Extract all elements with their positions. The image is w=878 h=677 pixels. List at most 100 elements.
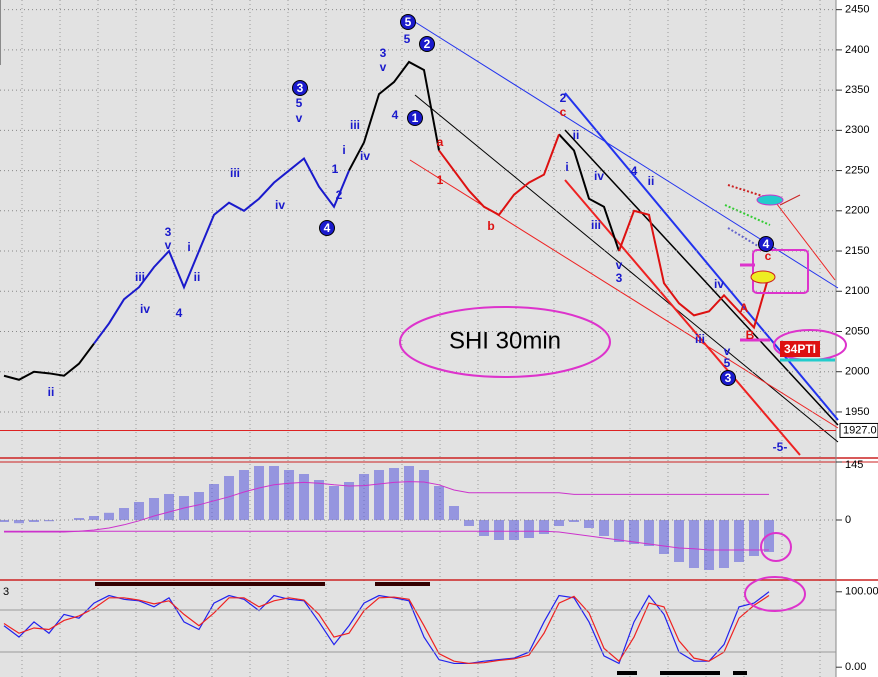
y-tick-label: 2250 — [845, 164, 869, 176]
wave-label: b — [487, 219, 494, 233]
histogram-bar — [254, 466, 264, 520]
wave-label: v — [165, 238, 172, 252]
trend-line — [779, 194, 801, 206]
wave-label: iv — [594, 169, 604, 183]
last-price-label: 1927.0 — [843, 424, 877, 436]
histogram-bar — [314, 480, 324, 520]
signal-bar — [733, 671, 747, 675]
wave-label: 2 — [336, 188, 343, 202]
histogram-bar — [164, 494, 174, 520]
histogram-bar — [659, 520, 669, 554]
wave-label: iii — [135, 270, 145, 284]
histogram-bar — [134, 502, 144, 520]
wave-label: 4 — [763, 237, 770, 251]
histogram-bar — [449, 506, 459, 520]
histogram-bar — [359, 474, 369, 520]
wave-label: 2 — [424, 37, 431, 51]
y-tick-label: 2000 — [845, 366, 869, 378]
signal-bar — [95, 582, 325, 586]
panel-label: 3 — [3, 586, 9, 598]
wave-label: iv — [140, 302, 150, 316]
trend-line — [564, 129, 839, 426]
wave-label: 5 — [724, 356, 731, 370]
highlights — [399, 194, 847, 612]
wave-label: 1 — [412, 111, 419, 125]
signal-bar — [375, 582, 430, 586]
histogram-bar — [734, 520, 744, 562]
histogram-bar — [494, 520, 504, 540]
histogram-bar — [374, 470, 384, 520]
wave-label: 3 — [616, 271, 623, 285]
y-tick-label: 2300 — [845, 124, 869, 136]
histogram-bar — [239, 470, 249, 520]
y-tick-label: 2050 — [845, 325, 869, 337]
y-tick-label: 1950 — [845, 406, 869, 418]
wave-label: v — [296, 111, 303, 125]
trend-line — [724, 204, 771, 226]
wave-label: 3 — [165, 225, 172, 239]
wave-label: v — [616, 258, 623, 272]
histogram-bar — [704, 520, 714, 570]
histogram-bar — [389, 468, 399, 520]
histogram-bar — [569, 520, 579, 522]
wave-label: 4 — [176, 306, 183, 320]
price-panel: 1950200020502100215022002250230023502400… — [0, 4, 878, 673]
y-tick-label: 0 — [845, 514, 851, 526]
histogram-bar — [299, 474, 309, 520]
histogram-bar — [539, 520, 549, 534]
histogram-bar — [329, 486, 339, 520]
y-tick-label: 100.00 — [845, 586, 878, 598]
wave-label: 5 — [405, 15, 412, 29]
wave-label: ii — [48, 385, 55, 399]
wave-label: i — [187, 240, 190, 254]
series-line — [93, 156, 350, 345]
wave-circle — [400, 14, 416, 30]
wave-label: 3 — [725, 371, 732, 385]
wave-label: iii — [350, 118, 360, 132]
marker-ellipse — [756, 194, 784, 206]
wave-label: v — [724, 344, 731, 358]
wave-circle — [758, 236, 774, 252]
wave-circle — [720, 370, 736, 386]
histogram-bar — [464, 520, 474, 526]
signal-bar — [617, 671, 637, 675]
histogram-bar — [14, 520, 24, 524]
wave-label: iii — [695, 332, 705, 346]
plot-background — [0, 0, 836, 677]
wave-label: 5 — [296, 96, 303, 110]
histogram-bar — [674, 520, 684, 562]
wave-circle — [419, 36, 435, 52]
trend-line — [564, 179, 801, 456]
trend-line — [564, 92, 839, 421]
chart-title: SHI 30min — [449, 327, 561, 354]
histogram-bar — [194, 492, 204, 520]
histogram-bar — [74, 518, 84, 520]
y-tick-label: 2150 — [845, 245, 869, 257]
histogram-bar — [104, 512, 114, 520]
wave-label: i — [342, 143, 345, 157]
y-tick-label: 0.00 — [845, 661, 866, 673]
highlight-ellipse — [399, 306, 611, 378]
wave-label: 1 — [437, 173, 444, 187]
y-tick-label: 2400 — [845, 44, 869, 56]
wave-label: v — [380, 60, 387, 74]
histogram-bar — [149, 498, 159, 520]
trend-line — [769, 194, 836, 281]
wave-circle — [292, 80, 308, 96]
wave-label: a — [437, 135, 444, 149]
wave-label: 5 — [404, 32, 411, 46]
histogram-bar — [344, 482, 354, 520]
y-tick-label: 2350 — [845, 84, 869, 96]
histogram-bar — [509, 520, 519, 540]
histogram-bar — [269, 466, 279, 520]
histogram-bar — [554, 520, 564, 526]
y-tick-label: 2100 — [845, 285, 869, 297]
series-line — [3, 595, 770, 665]
wave-label: 4 — [392, 108, 399, 122]
last-price-box — [839, 422, 878, 438]
series-line — [4, 530, 769, 551]
histogram-bar — [749, 520, 759, 556]
wave-circle — [407, 110, 423, 126]
wave-label: iv — [360, 149, 370, 163]
